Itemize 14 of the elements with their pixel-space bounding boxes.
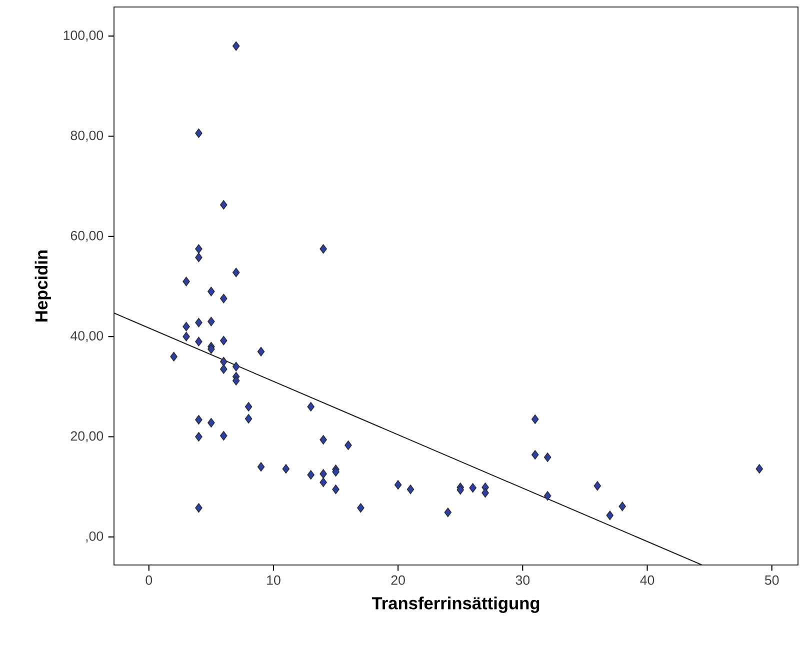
y-tick-label: 80,00 <box>70 130 104 142</box>
y-tick-label: 100,00 <box>64 30 104 42</box>
y-tick-label: ,00 <box>86 531 104 542</box>
x-tick-label: 10 <box>267 575 280 585</box>
x-tick-label: 0 <box>146 575 152 585</box>
x-tick-label: 50 <box>764 575 779 585</box>
y-tick-label: 40,00 <box>70 331 104 342</box>
x-tick-label: 30 <box>516 575 530 585</box>
y-tick-label: 20,00 <box>70 431 104 442</box>
x-tick-label: 40 <box>640 575 654 585</box>
y-tick-label: 60,00 <box>70 230 104 242</box>
y-axis-title: Hepcidin <box>34 250 51 322</box>
x-tick-label: 20 <box>391 575 405 585</box>
x-axis-title: Transferrinsättigung <box>372 596 540 613</box>
